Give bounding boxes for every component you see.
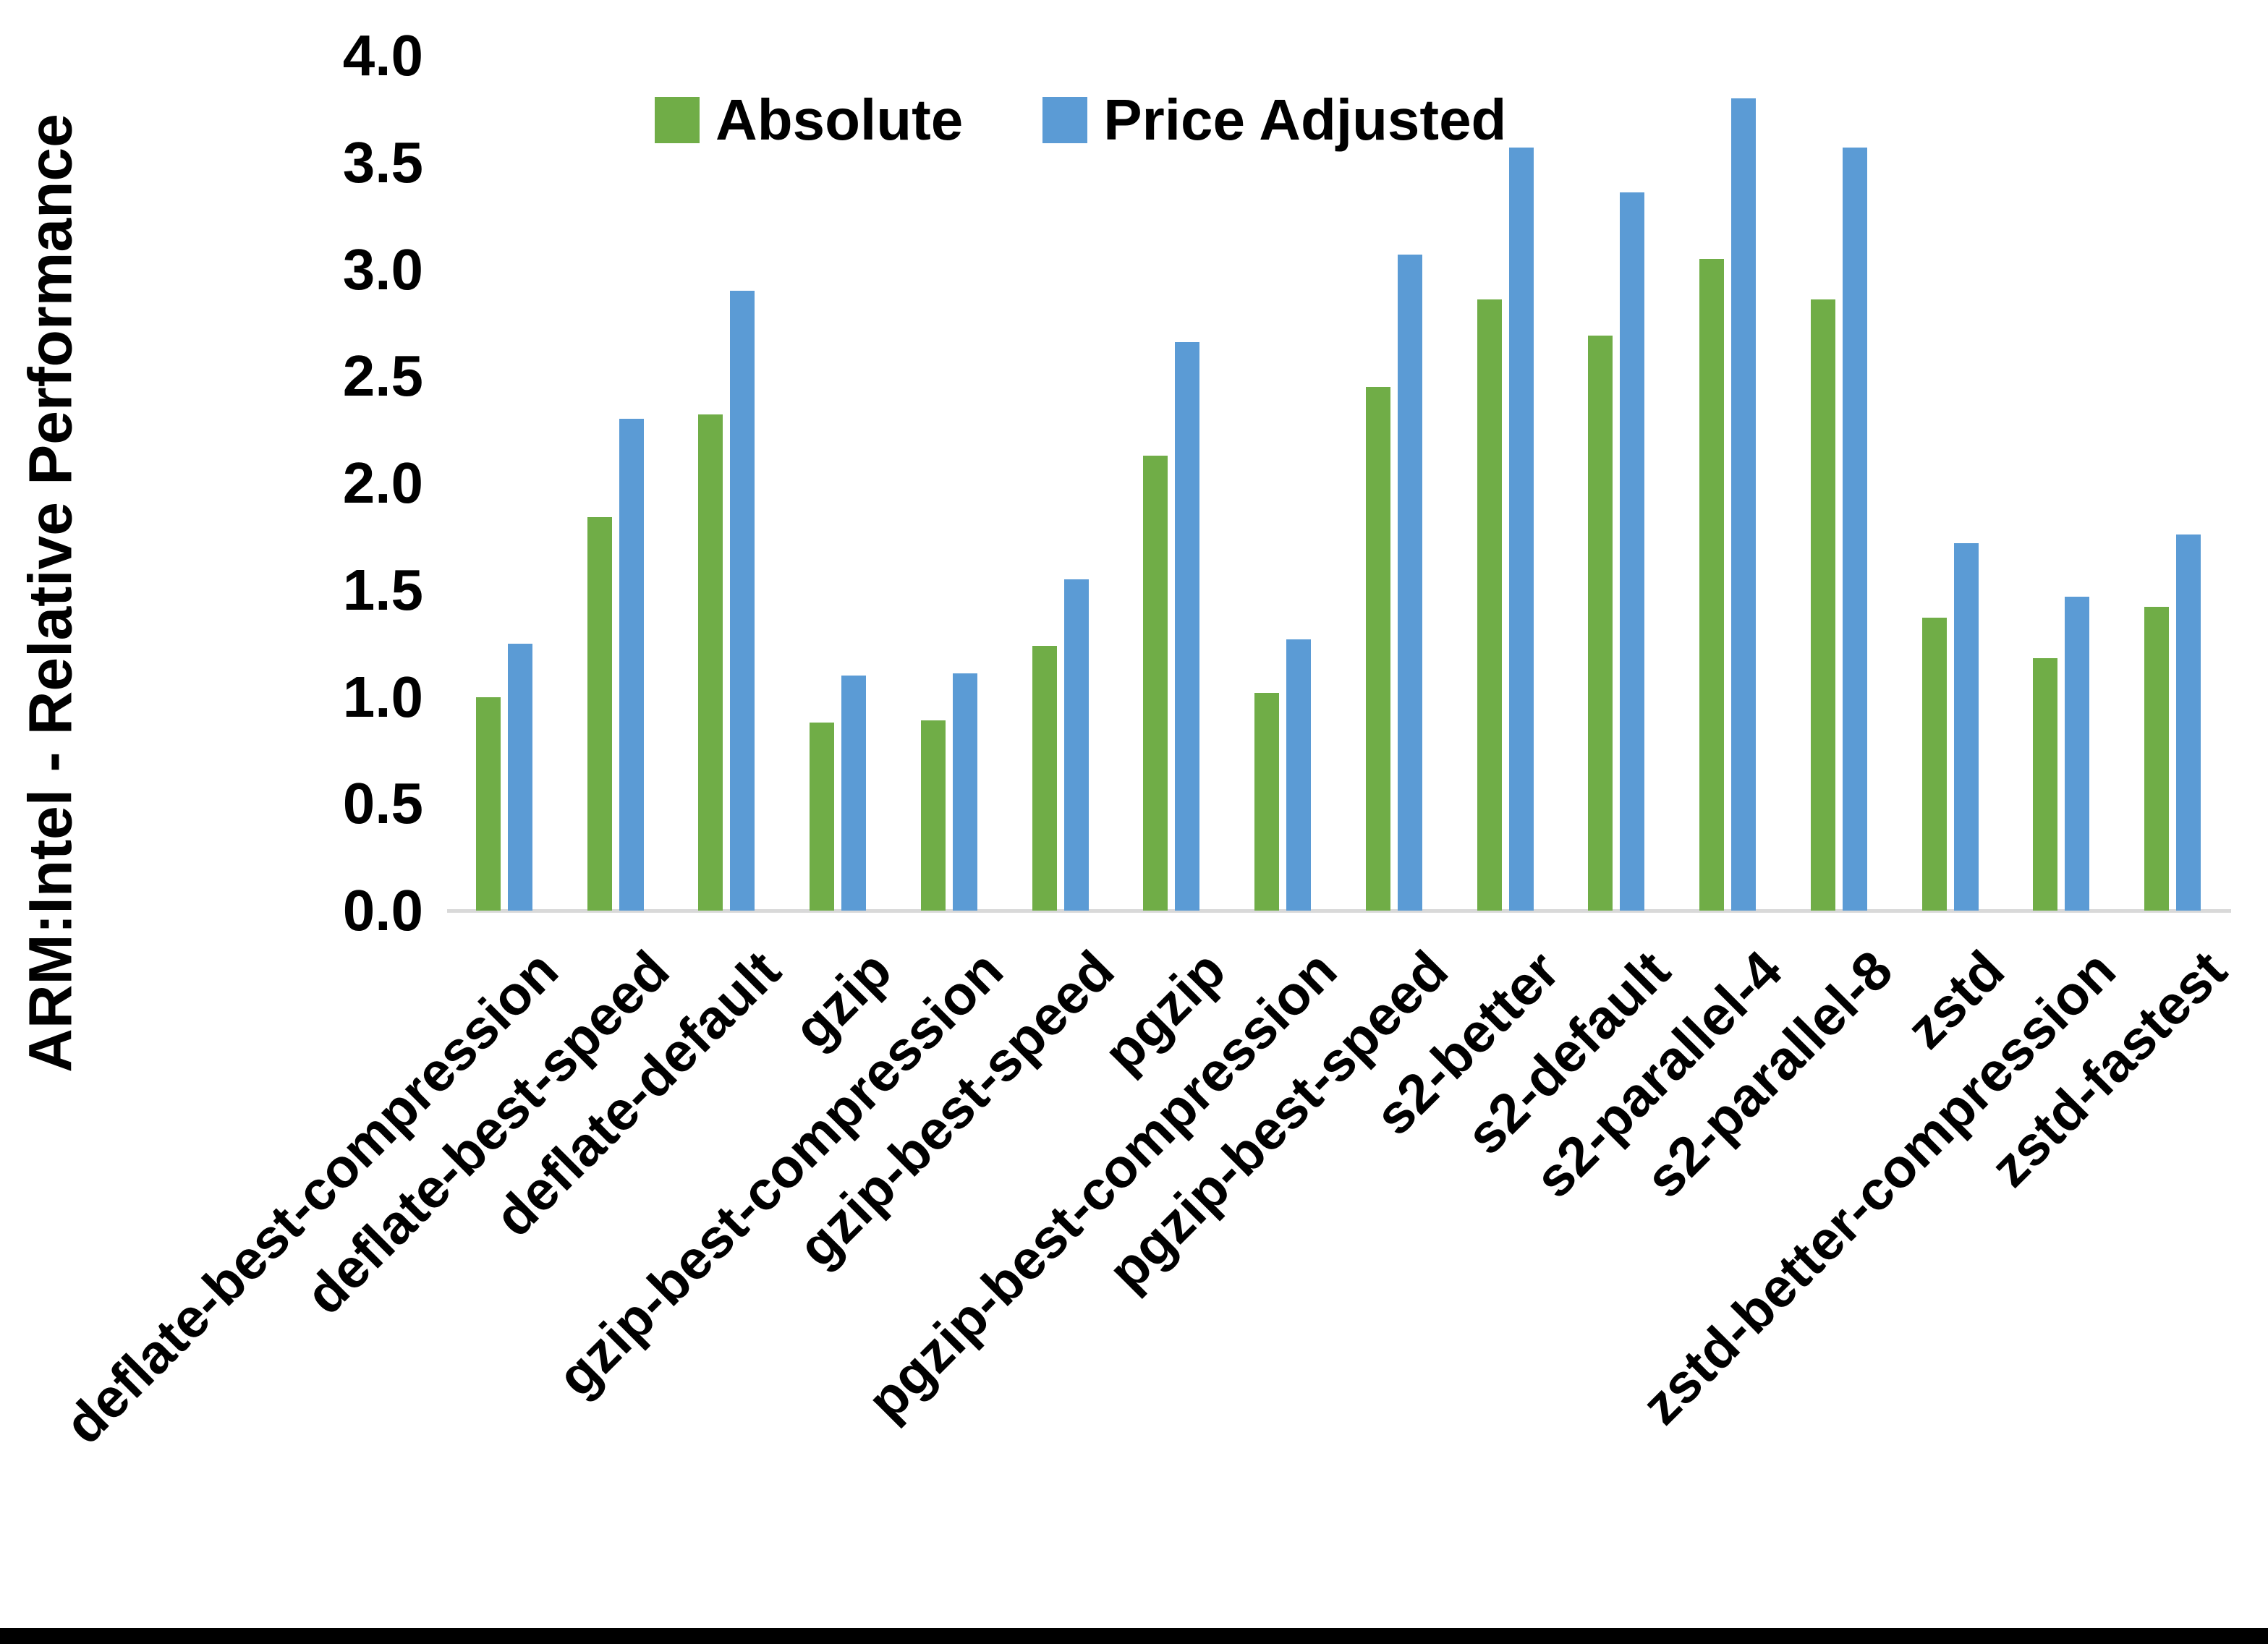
bar-price-adjusted-s2-parallel-8 [1842, 148, 1867, 911]
legend: Absolute Price Adjusted [655, 88, 1506, 152]
y-tick-label: 2.0 [342, 451, 423, 515]
y-tick-label: 3.0 [342, 237, 423, 302]
legend-label-price-adjusted: Price Adjusted [1103, 88, 1507, 152]
bar-absolute-gzip [810, 722, 835, 911]
y-tick-label: 0.0 [342, 878, 423, 942]
bar-absolute-zstd-fastest [2144, 607, 2170, 911]
bar-price-adjusted-deflate-best-speed [619, 419, 644, 911]
bar-price-adjusted-pgzip-best-compression [1286, 639, 1312, 911]
bar-price-adjusted-pgzip [1175, 341, 1200, 911]
bar-price-adjusted-pgzip-best-speed [1397, 254, 1422, 911]
y-tick-label: 1.5 [342, 557, 423, 622]
y-tick-label: 1.0 [342, 664, 423, 729]
bar-price-adjusted-gzip [841, 675, 867, 911]
bar-absolute-gzip-best-compression [920, 720, 946, 911]
bar-price-adjusted-gzip-best-speed [1063, 579, 1089, 911]
bar-price-adjusted-zstd [1953, 542, 1979, 911]
bar-price-adjusted-s2-parallel-4 [1731, 98, 1757, 911]
legend-swatch-absolute [655, 97, 700, 143]
bar-price-adjusted-s2-better [1508, 148, 1534, 911]
legend-item-price-adjusted: Price Adjusted [1042, 87, 1506, 153]
y-tick-label: 3.5 [342, 129, 423, 195]
bar-absolute-s2-better [1477, 299, 1502, 911]
bar-absolute-deflate-best-compression [475, 697, 501, 911]
bar-price-adjusted-s2-default [1620, 192, 1645, 911]
bottom-border [0, 1628, 2268, 1644]
bar-price-adjusted-zstd-better-compression [2065, 596, 2090, 911]
y-tick-label: 0.5 [342, 771, 423, 836]
bar-price-adjusted-deflate-best-compression [507, 643, 532, 911]
x-axis-line [447, 909, 2231, 913]
bar-absolute-s2-parallel-4 [1699, 258, 1725, 911]
legend-swatch-price-adjusted [1042, 97, 1088, 143]
bar-absolute-deflate-best-speed [587, 517, 612, 911]
y-tick-label: 2.5 [342, 344, 423, 409]
bar-absolute-s2-default [1588, 336, 1613, 911]
bar-price-adjusted-zstd-fastest [2176, 534, 2201, 911]
legend-item-absolute: Absolute [655, 87, 963, 153]
legend-label-absolute: Absolute [715, 88, 964, 152]
bar-absolute-pgzip [1143, 455, 1168, 911]
bar-absolute-zstd [1921, 618, 1947, 911]
bar-absolute-pgzip-best-compression [1254, 692, 1280, 911]
bar-absolute-pgzip-best-speed [1365, 387, 1390, 911]
y-tick-label: 4.0 [342, 23, 423, 88]
bar-price-adjusted-gzip-best-compression [952, 673, 977, 911]
bar-absolute-zstd-better-compression [2033, 658, 2058, 911]
bar-absolute-s2-parallel-8 [1810, 299, 1835, 911]
bar-absolute-deflate-default [698, 414, 723, 911]
bar-absolute-gzip-best-speed [1032, 645, 1057, 911]
bar-price-adjusted-deflate-default [730, 291, 755, 911]
